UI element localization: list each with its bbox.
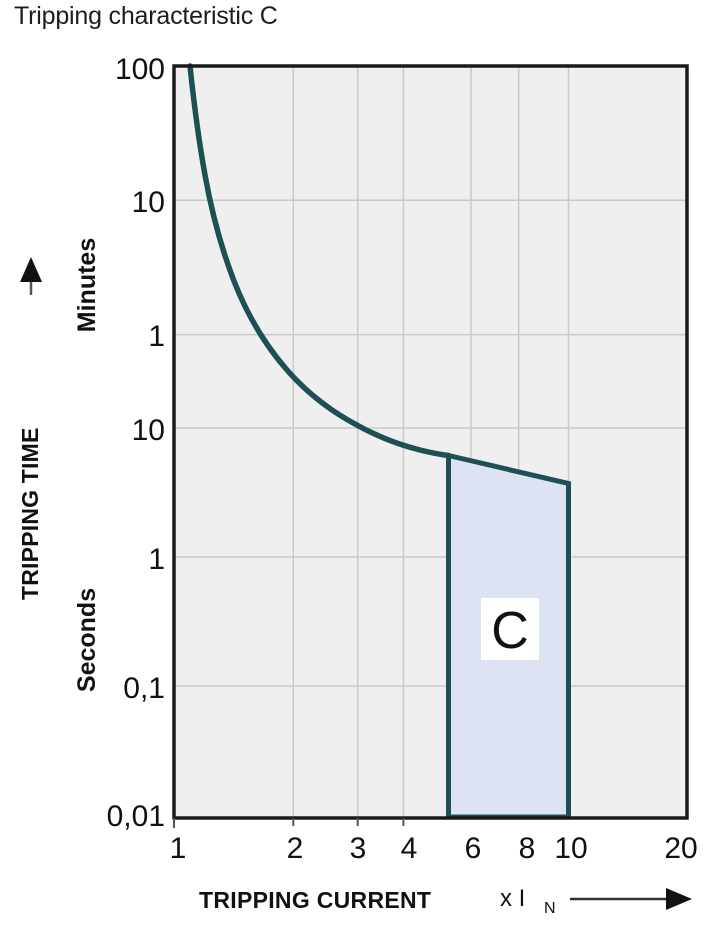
y-axis-arrow bbox=[20, 257, 42, 295]
xtick-label-1: 2 bbox=[287, 832, 304, 865]
ytick-label-5: 0,1 bbox=[123, 672, 165, 705]
xtick-label-4: 6 bbox=[465, 832, 482, 865]
ytick-label-3: 10 bbox=[132, 414, 165, 447]
ytick-label-0: 100 bbox=[115, 53, 165, 86]
plot-background bbox=[174, 66, 687, 818]
ytick-label-6: 0,01 bbox=[107, 800, 165, 833]
x-tick-marks bbox=[173, 818, 405, 828]
x-axis-multiplier-subscript: N bbox=[544, 900, 556, 917]
xtick-label-0: 1 bbox=[170, 832, 187, 865]
x-axis-arrow bbox=[570, 888, 692, 910]
band-letter-background bbox=[481, 598, 539, 660]
x-axis-multiplier: x I bbox=[500, 885, 525, 912]
tripping-curve bbox=[187, 63, 452, 459]
y-unit-seconds: Seconds bbox=[73, 588, 101, 692]
xtick-label-3: 4 bbox=[401, 832, 418, 865]
chart-title: Tripping characteristic C bbox=[14, 2, 278, 30]
xtick-label-7: 20 bbox=[664, 832, 697, 865]
xtick-label-6: 10 bbox=[554, 832, 587, 865]
xtick-label-2: 3 bbox=[350, 832, 367, 865]
band-letter-c: C bbox=[491, 602, 529, 660]
plot-frame bbox=[172, 64, 689, 820]
ytick-label-1: 10 bbox=[132, 186, 165, 219]
xtick-label-5: 8 bbox=[519, 832, 536, 865]
y-axis-title: TRIPPING TIME bbox=[17, 427, 43, 600]
ytick-label-2: 1 bbox=[148, 320, 165, 353]
ytick-label-4: 1 bbox=[148, 543, 165, 576]
x-axis-title: TRIPPING CURRENT bbox=[199, 887, 431, 913]
y-unit-minutes: Minutes bbox=[73, 238, 101, 332]
